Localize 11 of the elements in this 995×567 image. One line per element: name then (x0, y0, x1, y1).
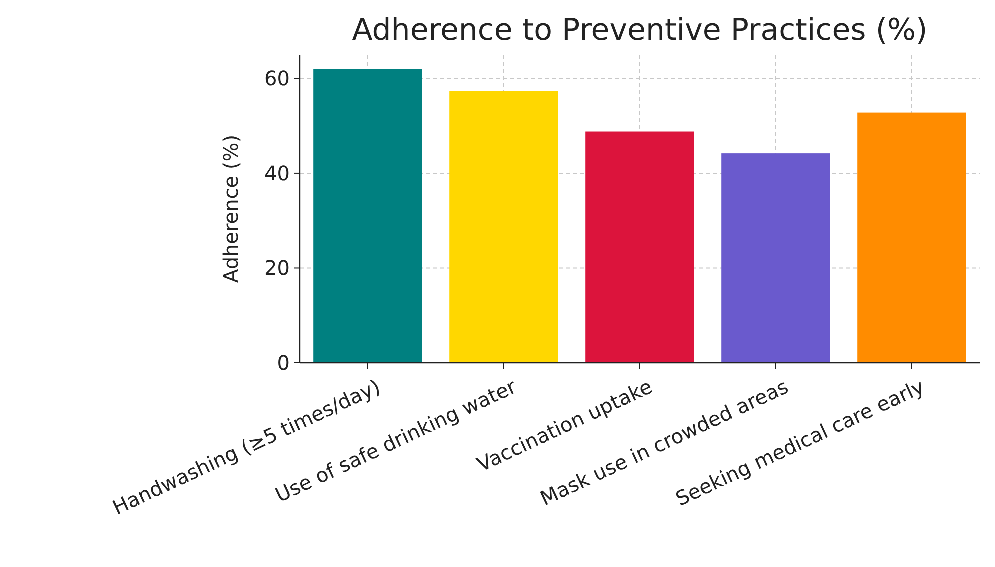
y-tick-label: 60 (264, 66, 290, 91)
bar (314, 69, 422, 363)
bar (858, 112, 966, 363)
y-tick-label: 40 (264, 161, 290, 186)
chart-title: Adherence to Preventive Practices (%) (352, 13, 928, 48)
y-tick-label: 0 (277, 351, 290, 375)
y-tick-label: 20 (264, 256, 290, 280)
bar (586, 132, 694, 363)
bar (722, 154, 830, 363)
y-axis-title: Adherence (%) (219, 134, 243, 284)
bar (450, 91, 558, 363)
